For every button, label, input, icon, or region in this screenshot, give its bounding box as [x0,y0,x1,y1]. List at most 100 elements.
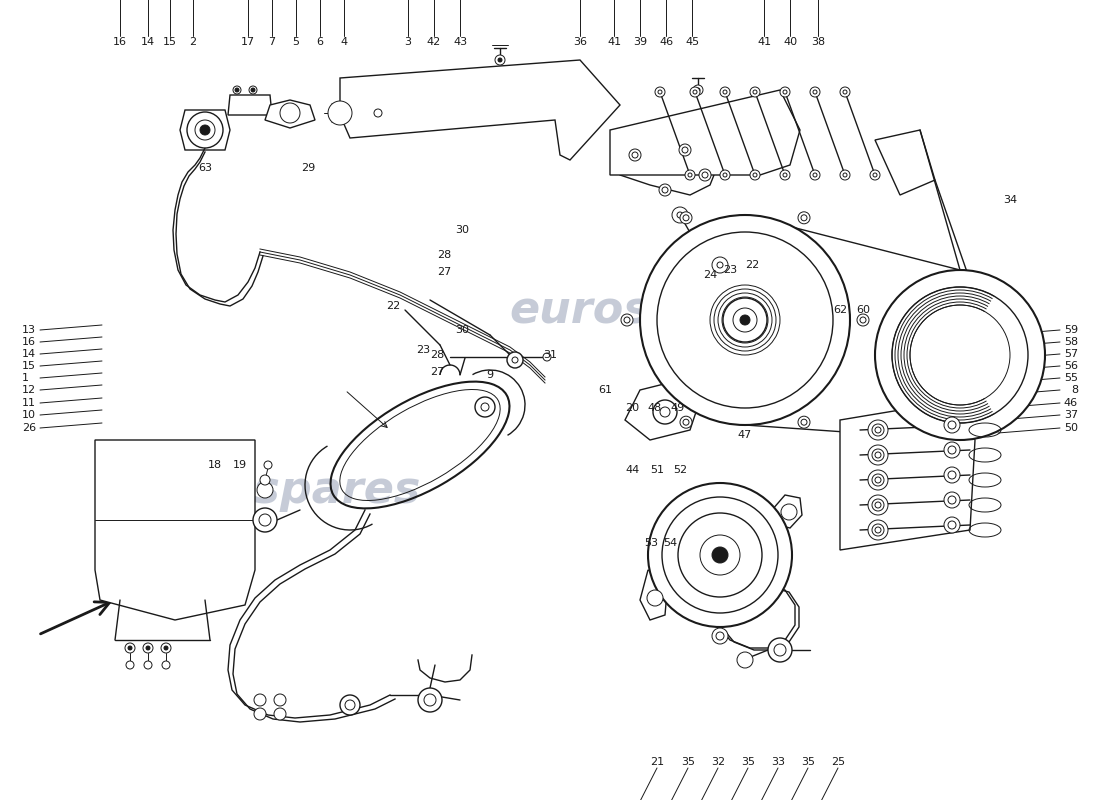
Text: 16: 16 [22,337,36,347]
Text: 22: 22 [386,301,400,311]
Circle shape [418,688,442,712]
Circle shape [720,170,730,180]
Circle shape [720,87,730,97]
Text: 23: 23 [416,345,430,355]
Text: 60: 60 [856,305,870,315]
Text: 13: 13 [22,325,36,335]
Circle shape [872,424,884,436]
Circle shape [374,109,382,117]
Text: 15: 15 [163,37,177,47]
Text: 7: 7 [268,37,276,47]
Circle shape [798,416,810,428]
Circle shape [660,407,670,417]
Circle shape [801,215,807,221]
Text: 22: 22 [745,260,759,270]
Circle shape [146,646,150,650]
Circle shape [676,212,683,218]
Circle shape [629,149,641,161]
Circle shape [481,403,490,411]
Circle shape [328,101,352,125]
Circle shape [475,397,495,417]
Circle shape [653,400,676,424]
Circle shape [868,445,888,465]
Circle shape [872,449,884,461]
Circle shape [187,112,223,148]
Circle shape [723,90,727,94]
Circle shape [340,695,360,715]
Circle shape [868,470,888,490]
Circle shape [233,86,241,94]
Text: 58: 58 [1064,337,1078,347]
Polygon shape [772,495,802,528]
Text: 35: 35 [801,757,815,767]
Circle shape [874,527,881,533]
Circle shape [700,535,740,575]
Text: 36: 36 [573,37,587,47]
Circle shape [840,87,850,97]
Circle shape [125,643,135,653]
Polygon shape [265,100,315,128]
Text: 56: 56 [1064,361,1078,371]
Text: 41: 41 [757,37,771,47]
Circle shape [696,88,700,92]
Text: 63: 63 [198,163,212,173]
Circle shape [813,90,817,94]
Circle shape [813,173,817,177]
Text: 46: 46 [659,37,673,47]
Text: 45: 45 [685,37,700,47]
Circle shape [258,514,271,526]
Circle shape [737,652,754,668]
Circle shape [659,184,671,196]
Circle shape [716,632,724,640]
Circle shape [345,700,355,710]
Text: 39: 39 [632,37,647,47]
Circle shape [868,495,888,515]
Circle shape [874,477,881,483]
Circle shape [672,207,688,223]
Circle shape [944,442,960,458]
Text: 28: 28 [430,350,444,360]
Text: 51: 51 [650,465,664,475]
Circle shape [754,173,757,177]
Circle shape [723,173,727,177]
Text: 46: 46 [1064,398,1078,408]
Circle shape [872,499,884,511]
Text: 23: 23 [723,265,737,275]
Circle shape [712,628,728,644]
Circle shape [750,170,760,180]
Text: 37: 37 [1064,410,1078,420]
Circle shape [780,170,790,180]
Text: 35: 35 [741,757,755,767]
Circle shape [712,257,728,273]
Text: 11: 11 [22,398,36,408]
Text: 21: 21 [650,757,664,767]
Circle shape [860,317,866,323]
Text: 47: 47 [738,430,752,440]
Circle shape [717,262,723,268]
Circle shape [624,317,630,323]
Circle shape [780,87,790,97]
Text: 53: 53 [644,538,658,548]
Circle shape [507,352,522,368]
Text: 24: 24 [703,270,717,280]
Circle shape [874,452,881,458]
Text: 17: 17 [241,37,255,47]
Circle shape [678,513,762,597]
Text: 1: 1 [22,373,29,383]
Circle shape [126,661,134,669]
Circle shape [693,85,703,95]
Text: 44: 44 [626,465,640,475]
Text: 10: 10 [22,410,36,420]
Circle shape [162,661,170,669]
Text: 27: 27 [430,367,444,377]
Circle shape [621,314,632,326]
Circle shape [944,492,960,508]
Circle shape [874,270,1045,440]
Circle shape [733,308,757,332]
Circle shape [843,173,847,177]
Circle shape [543,353,551,361]
Text: 52: 52 [673,465,688,475]
Polygon shape [95,440,255,620]
Text: 33: 33 [771,757,785,767]
Circle shape [754,90,757,94]
